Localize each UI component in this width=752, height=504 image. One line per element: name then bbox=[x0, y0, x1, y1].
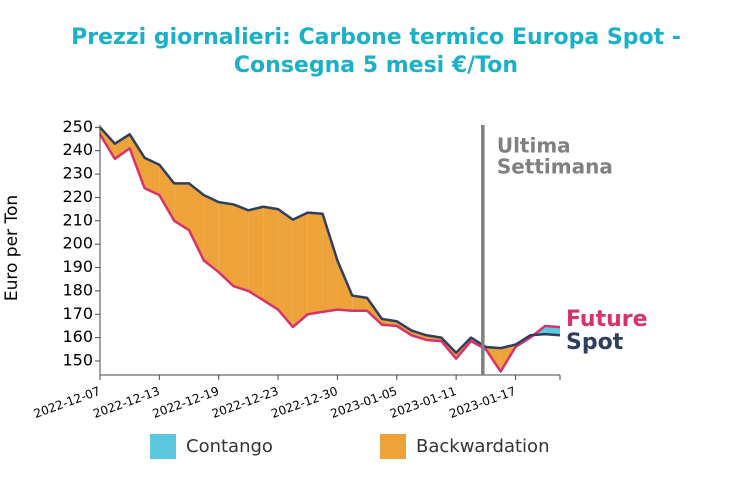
y-tick-label: 160 bbox=[62, 327, 93, 346]
chart-title: Prezzi giornalieri: Carbone termico Euro… bbox=[71, 25, 681, 50]
legend-swatch bbox=[150, 434, 176, 459]
x-tick-label: 2022-12-23 bbox=[210, 384, 280, 421]
area-fill bbox=[144, 157, 160, 196]
annotation: Ultima bbox=[497, 134, 571, 158]
y-tick-label: 170 bbox=[62, 304, 93, 323]
y-axis-label: Euro per Ton bbox=[2, 195, 22, 301]
y-tick-label: 220 bbox=[62, 187, 93, 206]
area-fill bbox=[307, 212, 323, 315]
x-tick-label: 2023-01-05 bbox=[329, 384, 399, 421]
x-tick-label: 2022-12-19 bbox=[151, 384, 221, 421]
y-tick-label: 180 bbox=[62, 280, 93, 299]
y-tick-label: 240 bbox=[62, 140, 93, 159]
series-label: Spot bbox=[566, 330, 624, 355]
area-fill bbox=[203, 195, 219, 273]
legend-label: Contango bbox=[186, 436, 273, 457]
y-tick-label: 230 bbox=[62, 164, 93, 183]
area-fill bbox=[189, 183, 204, 261]
area-fill bbox=[114, 134, 130, 159]
area-fill bbox=[263, 206, 279, 310]
area-fill bbox=[337, 260, 353, 311]
area-fill bbox=[545, 325, 560, 336]
area-fill bbox=[218, 202, 234, 287]
line bbox=[99, 126, 561, 355]
x-tick-label: 2022-12-07 bbox=[32, 384, 102, 421]
area-fill bbox=[352, 295, 368, 311]
area-fill bbox=[159, 164, 175, 221]
y-tick-label: 250 bbox=[62, 117, 93, 136]
annotation: Settimana bbox=[497, 155, 613, 179]
series-label: Future bbox=[566, 307, 648, 332]
area-fill bbox=[292, 212, 308, 328]
legend-label: Backwardation bbox=[416, 436, 549, 457]
area-fill bbox=[174, 183, 190, 231]
y-tick-label: 200 bbox=[62, 234, 93, 253]
x-tick-label: 2023-01-17 bbox=[447, 384, 517, 421]
y-tick-label: 150 bbox=[62, 350, 93, 369]
area-fill bbox=[248, 206, 264, 301]
chart-title: Consegna 5 mesi €/Ton bbox=[234, 53, 518, 78]
area-fill bbox=[278, 209, 293, 328]
x-tick-label: 2022-12-13 bbox=[91, 384, 161, 421]
x-tick-label: 2023-01-11 bbox=[388, 384, 458, 421]
area-fill bbox=[233, 204, 249, 291]
legend-swatch bbox=[380, 434, 406, 459]
y-tick-label: 210 bbox=[62, 210, 93, 229]
x-tick-label: 2022-12-30 bbox=[269, 384, 339, 421]
y-tick-label: 190 bbox=[62, 257, 93, 276]
area-fill bbox=[322, 213, 338, 312]
